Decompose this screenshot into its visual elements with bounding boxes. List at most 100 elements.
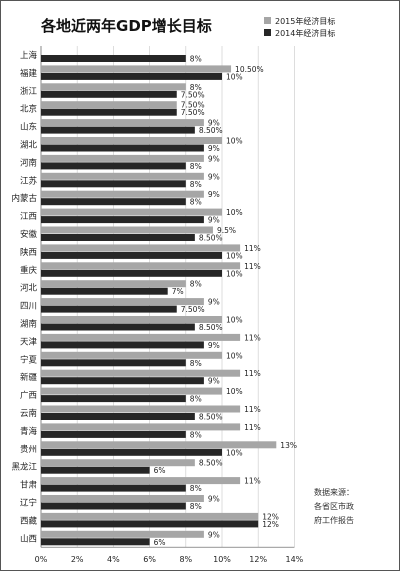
category-label: 山东	[20, 122, 37, 133]
bar-2014	[41, 448, 222, 456]
category-label: 甘肃	[20, 480, 38, 491]
bar-value-label: 8.50%	[199, 459, 223, 468]
bar-2015	[41, 477, 241, 485]
bar-2015	[41, 83, 186, 91]
bar-value-label: 8%	[190, 83, 202, 92]
bar-value-label: 9%	[208, 530, 220, 539]
category-label: 新疆	[20, 372, 38, 383]
bar-value-label: 6%	[154, 466, 166, 475]
bar-value-label: 8%	[190, 280, 202, 289]
bar-value-label: 8%	[190, 502, 202, 511]
bar-value-label: 11%	[244, 477, 261, 486]
x-tick-label: 6%	[143, 555, 156, 564]
bar-value-label: 10%	[226, 72, 243, 81]
x-tick-label: 4%	[107, 555, 120, 564]
bar-value-label: 10%	[226, 208, 243, 217]
bar-value-label: 10%	[226, 137, 243, 146]
bar-value-label: 10%	[226, 351, 243, 360]
category-label: 内蒙古	[11, 193, 37, 204]
bar-value-label: 9%	[208, 495, 220, 504]
bar-2014	[41, 484, 186, 492]
bar-2015	[41, 280, 186, 288]
bar-2015	[41, 190, 204, 198]
bar-2015	[41, 405, 241, 413]
bar-2014	[41, 234, 195, 241]
bar-value-label: 10%	[226, 448, 243, 457]
bar-value-label: 9%	[208, 216, 220, 225]
source-note-line: 府工作报告	[314, 515, 354, 525]
bar-value-label: 9%	[208, 377, 220, 386]
bar-2015	[41, 65, 232, 73]
bar-value-label: 11%	[244, 262, 261, 271]
bar-2015	[41, 226, 213, 234]
bar-value-label: 12%	[262, 512, 279, 521]
bar-2014	[41, 413, 195, 420]
category-label: 北京	[20, 104, 37, 115]
x-tick-label: 2%	[71, 555, 84, 564]
bar-2014	[41, 162, 186, 170]
bar-value-label: 11%	[244, 423, 261, 432]
legend-label-1: 2014年经济目标	[275, 28, 335, 38]
category-label: 江苏	[20, 175, 38, 186]
x-tick-label: 14%	[286, 555, 304, 564]
legend-label-0: 2015年经济目标	[275, 16, 335, 26]
bar-2014	[41, 395, 186, 403]
bar-2014	[41, 466, 150, 474]
bar-value-label: 11%	[244, 244, 261, 253]
bar-2015	[41, 351, 222, 359]
bar-2015	[41, 119, 204, 127]
category-label: 重庆	[20, 265, 38, 276]
bar-value-label: 6%	[154, 538, 166, 547]
bar-2014	[41, 430, 186, 438]
bar-value-label: 8%	[190, 395, 202, 404]
bar-2015	[41, 208, 222, 216]
category-label: 湖北	[20, 140, 38, 150]
bar-2014	[41, 90, 177, 98]
bar-value-label: 7%	[172, 287, 184, 296]
bar-2015	[41, 316, 222, 323]
bar-value-label: 9%	[208, 190, 220, 199]
bar-value-label: 7.50%	[181, 101, 205, 110]
category-label: 广西	[20, 390, 37, 401]
bar-2014	[41, 377, 204, 385]
x-tick-label: 12%	[249, 555, 267, 564]
bar-2014	[41, 108, 177, 116]
bar-2014	[41, 55, 186, 62]
bar-2014	[41, 216, 204, 224]
bar-2014	[41, 305, 177, 313]
category-labels: 上海福建浙江北京山东湖北河南江苏内蒙古江西安徽陕西重庆河北四川湖南天津宁夏新疆广…	[11, 50, 37, 544]
bar-2014	[41, 251, 222, 259]
bar-2014	[41, 180, 186, 188]
legend-swatch-0	[264, 17, 271, 24]
bar-2015	[41, 459, 195, 467]
bar-value-label: 8%	[190, 430, 202, 439]
bar-2015	[41, 172, 204, 180]
bar-value-label: 10.50%	[235, 65, 264, 74]
category-label: 辽宁	[20, 497, 37, 508]
category-label: 四川	[20, 302, 37, 312]
bar-value-label: 8%	[190, 484, 202, 493]
bar-value-label: 10%	[226, 387, 243, 396]
category-label: 宁夏	[20, 354, 38, 365]
x-tick-label: 10%	[213, 555, 231, 564]
category-label: 陕西	[20, 247, 37, 258]
category-label: 贵州	[20, 444, 37, 455]
category-label: 山西	[20, 533, 37, 544]
bar-value-label: 10%	[226, 269, 243, 278]
bar-2014	[41, 323, 195, 331]
bar-value-label: 8%	[190, 359, 202, 368]
bar-2015	[41, 441, 277, 449]
bar-value-label: 7.50%	[181, 305, 205, 314]
category-label: 江西	[20, 212, 37, 222]
chart-title: 各地近两年GDP增长目标	[40, 17, 212, 35]
bar-value-label: 8%	[190, 162, 202, 171]
x-tick-label: 8%	[179, 555, 192, 564]
x-tick-label: 0%	[35, 555, 48, 564]
bar-2014	[41, 287, 168, 295]
legend: 2015年经济目标 2014年经济目标	[264, 16, 335, 38]
bar-value-label: 7.50%	[181, 108, 205, 117]
bar-2014	[41, 198, 186, 206]
bar-value-label: 8%	[190, 55, 202, 64]
